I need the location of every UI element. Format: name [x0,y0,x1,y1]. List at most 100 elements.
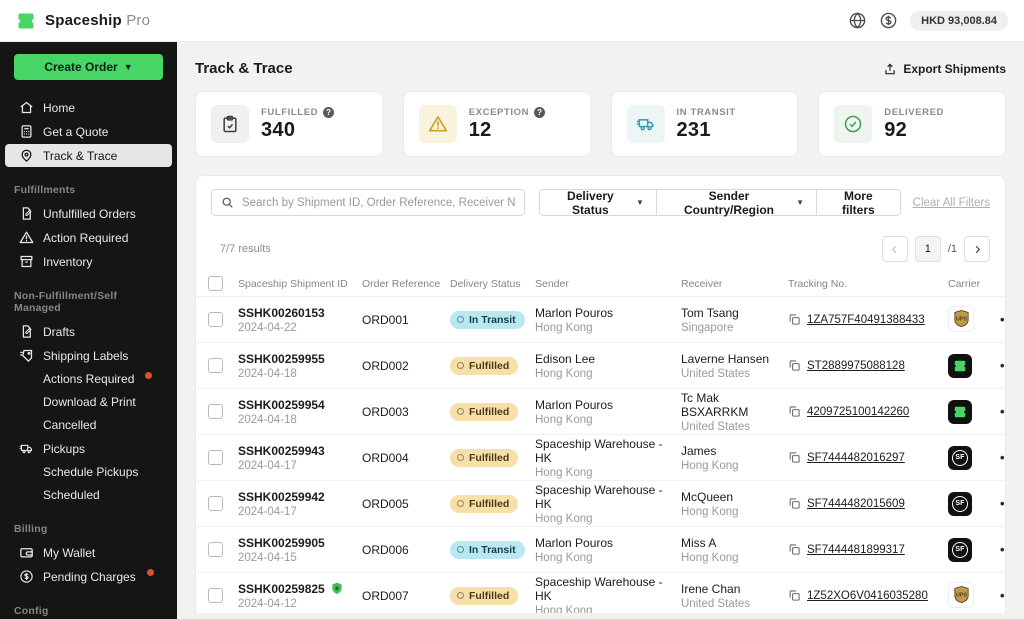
sidebar-item-pickups[interactable]: Pickups [5,437,172,460]
row-checkbox[interactable] [208,358,223,373]
stat-card-fulfilled[interactable]: FULFILLED ? 340 [195,91,383,157]
delivery-status-filter[interactable]: Delivery Status ▼ [538,189,657,217]
receiver-location: United States [681,367,751,380]
tracking-number-link[interactable]: 1Z52XO6V0416035280 [807,589,928,602]
copy-icon[interactable] [788,405,801,418]
sender-name: Spaceship Warehouse - HK [535,436,663,465]
sender-country-filter[interactable]: Sender Country/Region ▼ [655,189,817,217]
table-row[interactable]: SSHK00259905 2024-04-15 ORD006 In Transi… [196,527,1005,573]
truck-icon [19,441,34,456]
receiver-name: Irene Chan [681,581,741,596]
sidebar-item-pending-charges[interactable]: Pending Charges [5,565,172,588]
brand[interactable]: Spaceship Pro [16,11,150,31]
shipment-date: 2024-04-15 [238,551,297,564]
search-input[interactable] [211,189,525,216]
delivery-status-badge: Fulfilled [450,402,519,421]
clear-all-filters-link[interactable]: Clear All Filters [912,196,990,209]
more-filters-button[interactable]: More filters [816,189,901,217]
wallet-icon [19,545,34,560]
stat-cards: FULFILLED ? 340 EXCEPTION ? 12 [195,91,1006,157]
stat-value: 231 [676,118,711,141]
check-circle-icon [834,105,873,143]
sidebar-item-drafts[interactable]: Drafts [5,320,172,343]
tracking-number-link[interactable]: SF7444482016297 [807,451,905,464]
carrier-logo-sf: SF [948,445,972,470]
next-page-button[interactable] [964,236,990,262]
tracking-number-link[interactable]: ST2889975088128 [807,359,905,372]
select-all-checkbox[interactable] [208,276,223,291]
sender-location: Hong Kong [535,551,593,564]
wallet-balance[interactable]: HKD 93,008.84 [910,10,1008,31]
row-checkbox[interactable] [208,542,223,557]
sidebar-item-schedule-pickups[interactable]: Schedule Pickups [43,465,139,479]
prev-page-button[interactable] [881,236,908,262]
delivery-status-badge: Fulfilled [450,586,519,605]
row-checkbox[interactable] [208,588,223,603]
copy-icon[interactable] [788,497,801,510]
tracking-number-link[interactable]: SF7444481899317 [807,543,905,556]
tracking-number-link[interactable]: 4209725100142260 [807,405,910,418]
table-row[interactable]: SSHK00259825 2024-04-12 ORD007 Fulfilled… [196,573,1005,613]
export-shipments-button[interactable]: Export Shipments [883,62,1006,76]
table-row[interactable]: SSHK00259955 2024-04-18 ORD002 Fulfilled… [196,343,1005,389]
row-checkbox[interactable] [208,404,223,419]
row-actions-menu[interactable]: ••• [1000,496,1006,511]
sidebar-item-track-trace[interactable]: Track & Trace [5,144,172,167]
sidebar-item-inventory[interactable]: Inventory [5,250,172,273]
current-page[interactable]: 1 [914,236,941,262]
table-row[interactable]: SSHK00259943 2024-04-17 ORD004 Fulfilled… [196,435,1005,481]
stat-card-delivered[interactable]: DELIVERED 92 [818,91,1006,157]
stat-card-in-transit[interactable]: IN TRANSIT 231 [610,91,799,157]
clipboard-icon [211,105,249,143]
row-actions-menu[interactable]: ••• [1000,312,1006,327]
row-actions-menu[interactable]: ••• [1000,542,1006,557]
status-dot-icon [457,362,464,370]
notification-dot-icon [146,569,154,576]
sidebar-item-scheduled[interactable]: Scheduled [43,488,100,502]
stat-label: FULFILLED [261,106,319,118]
table-row[interactable]: SSHK00259942 2024-04-17 ORD005 Fulfilled… [196,481,1005,527]
row-actions-menu[interactable]: ••• [1000,358,1006,373]
help-icon[interactable]: ? [534,106,546,118]
table-row[interactable]: SSHK00260153 2024-04-22 ORD001 In Transi… [196,297,1005,343]
warning-triangle-icon [418,105,457,143]
tracking-number-link[interactable]: SF7444482015609 [807,497,905,510]
carrier-logo-sf: SF [948,491,972,516]
sidebar-item-get-a-quote[interactable]: Get a Quote [5,120,172,143]
row-actions-menu[interactable]: ••• [1000,450,1006,465]
help-icon[interactable]: ? [323,106,335,118]
receiver-location: Hong Kong [681,459,739,472]
language-globe-icon[interactable] [848,11,867,30]
table-row[interactable]: SSHK00259954 2024-04-18 ORD003 Fulfilled… [196,389,1005,435]
row-checkbox[interactable] [208,496,223,511]
stat-card-exception[interactable]: EXCEPTION ? 12 [402,91,591,157]
copy-icon[interactable] [788,543,801,556]
row-actions-menu[interactable]: ••• [1000,588,1006,603]
row-checkbox[interactable] [208,450,223,465]
shipment-id: SSHK00260153 [238,305,325,320]
shipment-id: SSHK00259954 [238,397,325,412]
sidebar-section-title: Fulfillments [14,184,76,196]
order-reference: ORD007 [362,588,409,603]
sidebar-section-title: Non-Fulfillment/Self Managed [14,290,118,314]
row-actions-menu[interactable]: ••• [1000,404,1006,419]
sidebar-item-action-required[interactable]: Action Required [5,226,172,249]
create-order-button[interactable]: Create Order ▼ [14,54,163,80]
copy-icon[interactable] [788,359,801,372]
copy-icon[interactable] [788,451,801,464]
sender-location: Hong Kong [535,512,593,525]
currency-coin-icon[interactable] [879,11,898,30]
copy-icon[interactable] [788,313,801,326]
sidebar-item-my-wallet[interactable]: My Wallet [5,541,172,564]
tracking-number-link[interactable]: 1ZA757F40491388433 [807,313,925,326]
copy-icon[interactable] [788,589,801,602]
sidebar-item-actions-required[interactable]: Actions Required [5,368,172,390]
sidebar-item-cancelled[interactable]: Cancelled [43,418,97,432]
sidebar-item-shipping-labels[interactable]: Shipping Labels [5,344,172,367]
row-checkbox[interactable] [208,312,223,327]
sidebar-item-download-print[interactable]: Download & Print [43,395,136,409]
shipment-id: SSHK00259942 [238,489,325,504]
chevron-down-icon: ▼ [123,62,133,72]
sidebar-item-unfulfilled-orders[interactable]: Unfulfilled Orders [5,202,172,225]
sidebar-item-home[interactable]: Home [5,96,172,119]
